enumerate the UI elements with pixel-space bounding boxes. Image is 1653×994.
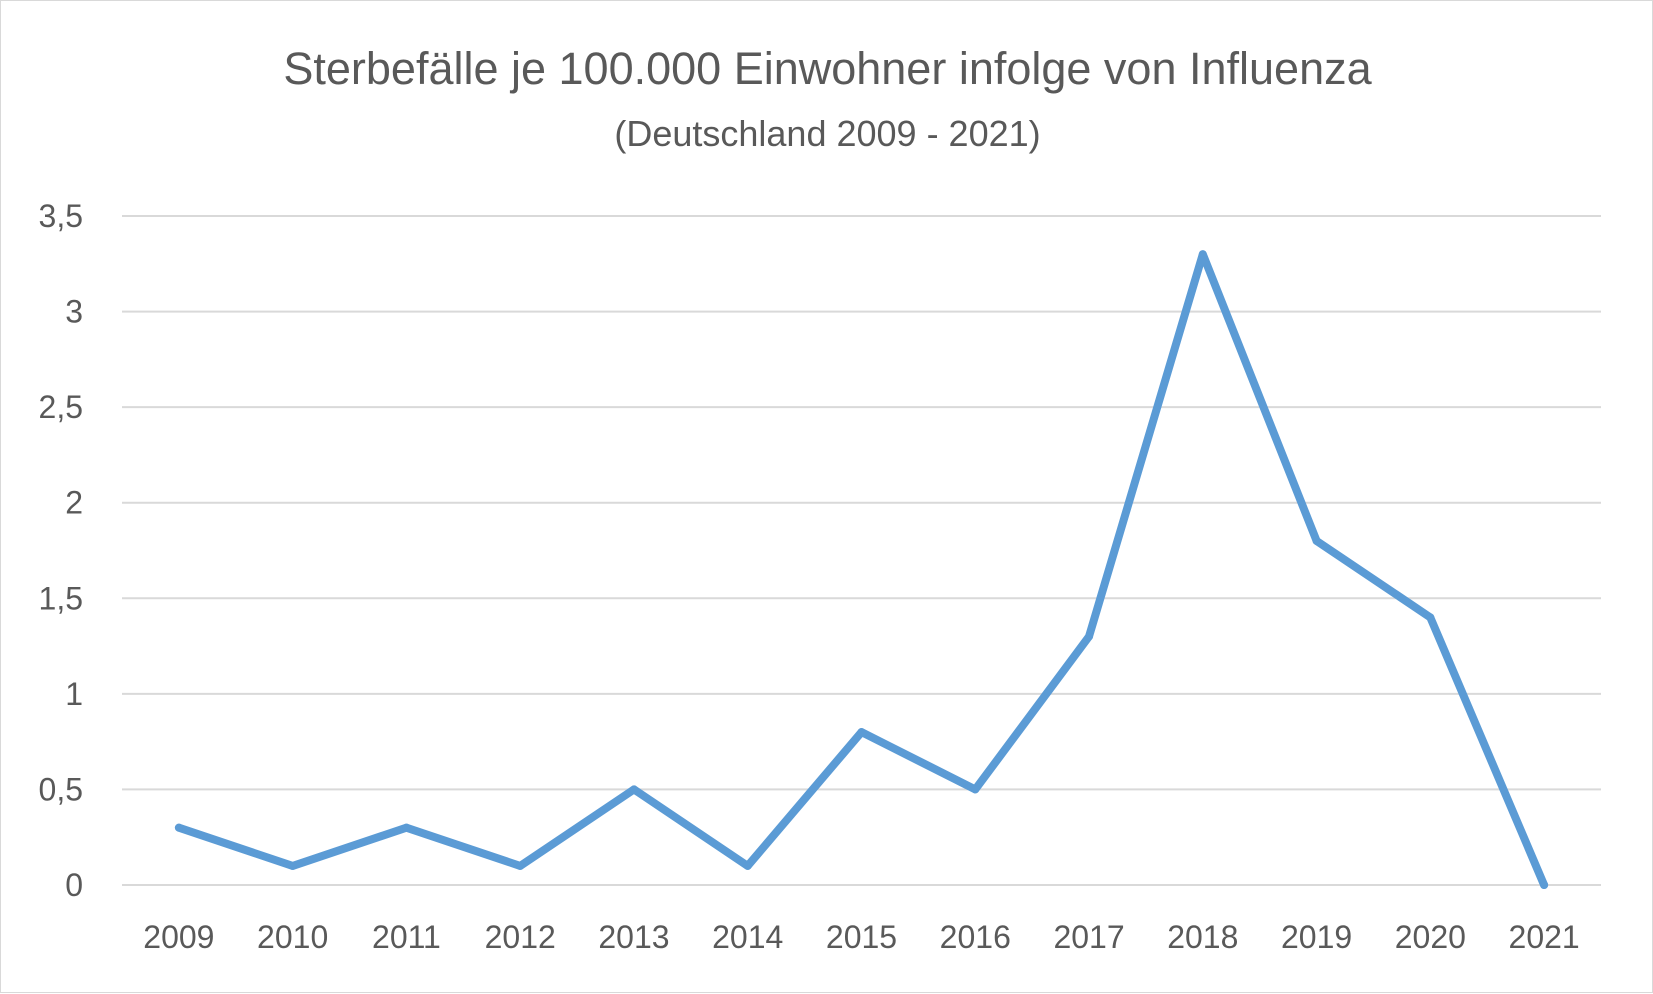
data-point — [971, 785, 980, 794]
y-tick-label: 1 — [65, 676, 83, 712]
y-tick-label: 2,5 — [39, 389, 83, 425]
x-tick-label: 2017 — [1053, 919, 1124, 955]
data-point — [174, 823, 183, 832]
x-tick-label: 2015 — [826, 919, 897, 955]
data-point — [1426, 613, 1435, 622]
data-point — [1198, 250, 1207, 259]
data-point — [1312, 536, 1321, 545]
data-point — [402, 823, 411, 832]
x-tick-label: 2018 — [1167, 919, 1238, 955]
y-axis-ticks: 0 0,5 1 1,5 2 2,5 3 3,5 — [39, 198, 83, 903]
data-point — [1540, 881, 1549, 889]
chart-subtitle: (Deutschland 2009 - 2021) — [614, 113, 1041, 154]
data-point — [743, 861, 752, 870]
x-tick-label: 2013 — [598, 919, 669, 955]
data-point — [857, 728, 866, 737]
data-point — [629, 785, 638, 794]
x-tick-label: 2012 — [485, 919, 556, 955]
x-tick-label: 2020 — [1395, 919, 1466, 955]
x-tick-label: 2011 — [372, 919, 441, 955]
x-tick-label: 2009 — [143, 919, 214, 955]
x-axis-ticks: 2009 2010 2011 2012 2013 2014 2015 2016 2017 2018… — [143, 919, 1579, 955]
data-point — [1085, 632, 1094, 641]
x-tick-label: 2021 — [1509, 919, 1580, 955]
y-tick-label: 0 — [65, 867, 83, 903]
y-tick-label: 2 — [65, 485, 83, 521]
y-tick-label: 3 — [65, 294, 83, 330]
x-tick-label: 2010 — [257, 919, 328, 955]
gridlines — [122, 215, 1601, 886]
x-tick-label: 2019 — [1281, 919, 1352, 955]
y-tick-label: 1,5 — [39, 580, 83, 616]
data-point — [516, 861, 525, 870]
data-point — [288, 861, 297, 870]
x-tick-label: 2014 — [712, 919, 783, 955]
y-tick-label: 0,5 — [39, 771, 83, 807]
series-group — [174, 250, 1549, 889]
y-tick-label: 3,5 — [39, 198, 83, 234]
x-tick-label: 2016 — [940, 919, 1011, 955]
chart-title: Sterbefälle je 100.000 Einwohner infolge… — [283, 43, 1372, 94]
